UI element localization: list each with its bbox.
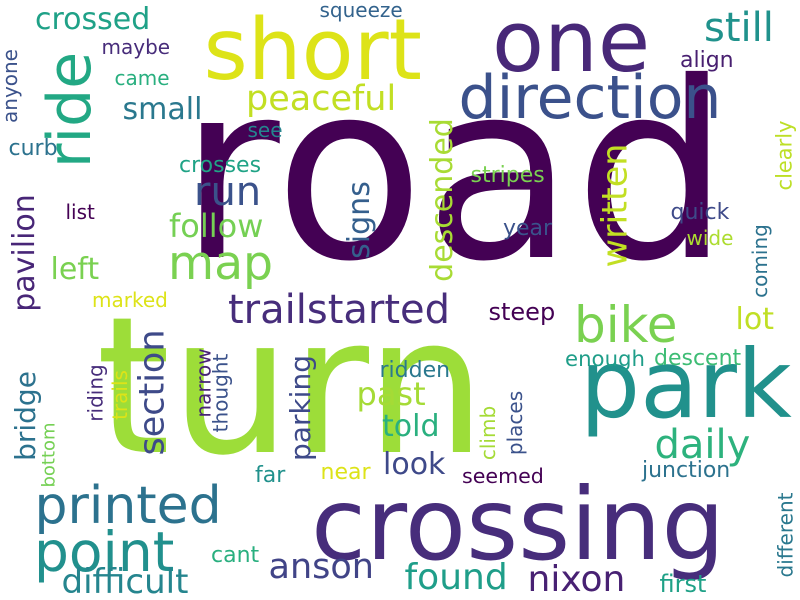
word-quick: quick — [670, 200, 730, 225]
word-parking: parking — [283, 354, 317, 461]
word-found: found — [404, 557, 508, 598]
word-riding: riding — [83, 363, 108, 422]
word-short: short — [203, 1, 422, 100]
word-trails: trails — [107, 370, 132, 420]
word-difficult: difficult — [61, 562, 189, 600]
word-crosses: crosses — [179, 153, 262, 178]
word-list: list — [65, 200, 95, 224]
word-cant: cant — [211, 543, 260, 568]
word-coming: coming — [747, 224, 772, 298]
word-written: written — [594, 143, 635, 267]
word-ridden: ridden — [379, 358, 451, 383]
word-marked: marked — [92, 288, 168, 312]
word-clearly: clearly — [771, 120, 796, 190]
word-map: map — [168, 236, 274, 291]
word-daily: daily — [654, 422, 751, 468]
word-wide: wide — [686, 226, 734, 250]
word-peaceful: peaceful — [246, 79, 397, 119]
word-run: run — [194, 169, 262, 215]
word-far: far — [255, 463, 286, 488]
word-printed: printed — [34, 476, 222, 536]
word-thought: thought — [207, 353, 232, 432]
word-descent: descent — [654, 346, 742, 371]
word-first: first — [659, 570, 707, 598]
word-crossing: crossing — [311, 466, 725, 583]
word-year: year — [503, 216, 553, 241]
word-bottom: bottom — [38, 422, 60, 488]
word-past: past — [356, 375, 426, 413]
word-bridge: bridge — [8, 371, 42, 461]
word-follow: follow — [169, 207, 264, 245]
word-descended: descended — [424, 118, 460, 282]
word-small: small — [122, 92, 203, 127]
word-align: align — [680, 48, 734, 73]
word-junction: junction — [642, 458, 731, 483]
word-lot: lot — [735, 302, 774, 337]
word-squeeze: squeeze — [319, 0, 403, 22]
word-seemed: seemed — [462, 463, 544, 488]
word-look: look — [383, 447, 446, 482]
word-nixon: nixon — [527, 559, 626, 600]
word-pavilion: pavilion — [6, 193, 42, 312]
word-section: section — [132, 328, 173, 456]
word-crossed: crossed — [35, 2, 151, 37]
word-maybe: maybe — [101, 35, 171, 59]
word-trailstarted: trailstarted — [228, 287, 451, 333]
word-anyone: anyone — [0, 48, 22, 123]
word-told: told — [382, 409, 440, 444]
word-bike: bike — [574, 296, 678, 354]
word-curb: curb — [8, 136, 58, 161]
word-places: places — [503, 390, 528, 455]
word-different: different — [772, 492, 797, 578]
word-near: near — [320, 460, 371, 485]
word-direction: direction — [458, 63, 722, 133]
word-turn: turn — [96, 276, 487, 497]
word-point: point — [34, 520, 175, 584]
word-signs: signs — [341, 181, 377, 259]
word-road: road — [179, 30, 730, 315]
word-left: left — [50, 252, 100, 287]
word-one: one — [492, 0, 651, 92]
word-came: came — [114, 66, 170, 90]
word-enough: enough — [565, 346, 646, 372]
word-see: see — [247, 118, 283, 142]
word-climb: climb — [476, 405, 501, 460]
word-stripes: stripes — [470, 163, 545, 188]
word-still: still — [704, 5, 774, 51]
word-anson: anson — [268, 547, 374, 587]
word-steep: steep — [488, 298, 556, 326]
word-park: park — [580, 329, 792, 440]
